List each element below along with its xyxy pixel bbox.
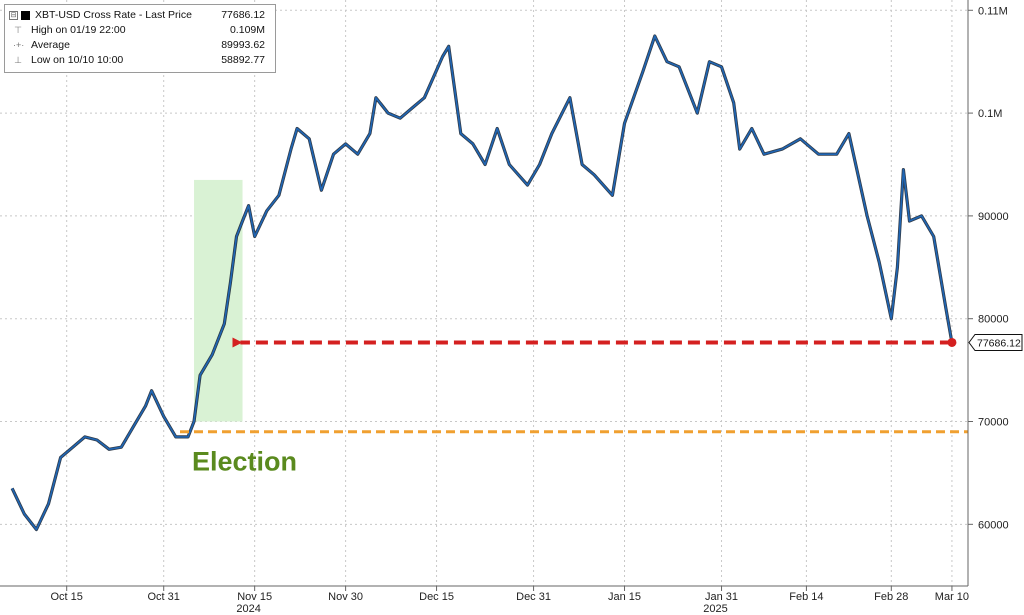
series-color-swatch <box>21 11 30 20</box>
x-tick-label: Dec 15 <box>419 591 454 603</box>
election-shaded-band <box>194 179 243 422</box>
election-label: Election <box>192 446 297 476</box>
x-tick-label: Oct 31 <box>148 591 180 603</box>
average-marker-icon: ·+· <box>13 40 25 50</box>
legend-low-label: Low on 10/10 10:00 <box>31 54 124 66</box>
x-tick-label: Dec 31 <box>516 591 551 603</box>
x-tick-label: Nov 30 <box>328 591 363 603</box>
low-marker-icon: ⊥ <box>14 55 22 65</box>
x-tick-label: Jan 31 <box>705 591 738 603</box>
x-year-label: 2024 <box>236 603 260 615</box>
legend-average-label: Average <box>31 39 70 51</box>
legend-high-label: High on 01/19 22:00 <box>31 24 126 36</box>
x-year-label: 2025 <box>703 603 727 615</box>
y-tick-label: 60000 <box>978 519 1009 531</box>
y-tick-label: 70000 <box>978 417 1009 429</box>
x-tick-label: Nov 15 <box>237 591 272 603</box>
last-price-label: 77686.12 <box>977 337 1021 349</box>
x-tick-label: Mar 10 <box>935 591 969 603</box>
legend-low-row: ⊥ Low on 10/10 10:00 58892.77 <box>5 53 275 67</box>
plot-area <box>0 0 968 586</box>
legend-series-label: XBT-USD Cross Rate - Last Price <box>35 9 192 21</box>
legend-series-value: 77686.12 <box>221 9 265 21</box>
price-line <box>11 35 953 531</box>
x-tick-label: Jan 15 <box>608 591 641 603</box>
y-tick-label: 0.1M <box>978 108 1002 120</box>
legend-series-row: ⊟ XBT-USD Cross Rate - Last Price 77686.… <box>5 8 275 22</box>
y-tick-label: 90000 <box>978 211 1009 223</box>
legend-average-row: ·+· Average 89993.62 <box>5 38 275 52</box>
high-marker-icon: ⊤ <box>14 25 22 35</box>
x-tick-label: Feb 14 <box>789 591 823 603</box>
y-axis-ticks: 60000 70000 80000 90000 0.1M 0.11M 77686.12 <box>968 5 1023 531</box>
y-tick-label: 80000 <box>978 314 1009 326</box>
last-price-tag <box>968 333 1023 351</box>
x-tick-label: Feb 28 <box>874 591 908 603</box>
x-tick-label: Oct 15 <box>50 591 82 603</box>
series-layer <box>10 34 954 532</box>
x-axis-ticks: Oct 15 Oct 31 Nov 15 Nov 30 Dec 15 Dec 31 Jan … <box>50 586 969 615</box>
collapse-toggle-icon[interactable]: ⊟ <box>9 11 18 20</box>
legend-low-value: 58892.77 <box>221 54 265 66</box>
legend-high-value: 0.109M <box>229 24 265 36</box>
election-band-layer <box>194 179 243 422</box>
chart-legend: ⊟ XBT-USD Cross Rate - Last Price 77686.… <box>4 4 276 73</box>
legend-high-row: ⊤ High on 01/19 22:00 0.109M <box>5 23 275 37</box>
y-tick-label: 0.11M <box>978 5 1008 17</box>
legend-average-value: 89993.62 <box>221 39 265 51</box>
annotation-layer: Election <box>180 337 968 476</box>
current-price-dot <box>947 337 957 347</box>
